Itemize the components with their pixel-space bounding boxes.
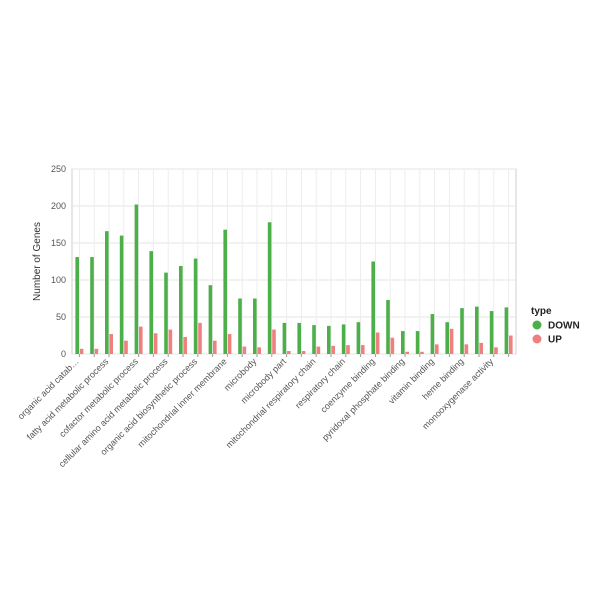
bar-up-20 — [375, 332, 380, 354]
bar-down-0 — [75, 257, 79, 354]
bar-up-11 — [242, 346, 247, 354]
legend-key-up — [532, 334, 542, 344]
bar-up-16 — [316, 346, 321, 354]
bar-up-6 — [168, 329, 173, 354]
bar-down-27 — [475, 306, 479, 354]
bar-up-19 — [361, 345, 365, 354]
bar-down-17 — [327, 325, 331, 354]
bar-down-4 — [134, 204, 139, 354]
bar-up-7 — [183, 336, 187, 354]
bar-down-29 — [504, 307, 509, 354]
bar-up-28 — [494, 347, 498, 354]
bar-up-3 — [124, 340, 128, 354]
bar-down-9 — [208, 285, 213, 354]
x-tick-label: cellular amino acid metabolic process — [57, 356, 170, 469]
bar-up-10 — [227, 334, 232, 354]
bar-up-25 — [449, 328, 454, 354]
bar-down-3 — [119, 235, 124, 354]
bar-down-28 — [489, 311, 494, 354]
bar-down-25 — [445, 322, 449, 354]
y-axis-title: Number of Genes — [32, 222, 43, 301]
bar-down-8 — [193, 258, 198, 354]
bar-up-17 — [331, 345, 335, 354]
bar-down-6 — [164, 272, 168, 354]
bar-down-24 — [430, 314, 435, 354]
bar-up-26 — [464, 344, 469, 354]
y-tick-label: 200 — [51, 201, 66, 211]
bar-down-21 — [386, 299, 390, 354]
bar-down-10 — [223, 229, 227, 354]
y-tick-label: 50 — [56, 312, 66, 322]
y-tick-label: 0 — [61, 349, 66, 359]
bar-up-5 — [153, 333, 158, 354]
bar-up-1 — [94, 348, 99, 354]
bar-up-14 — [287, 351, 291, 354]
bar-up-23 — [420, 351, 424, 354]
bar-down-13 — [267, 222, 272, 354]
bar-down-15 — [297, 322, 301, 354]
bar-down-20 — [371, 261, 375, 354]
bar-up-2 — [109, 334, 113, 354]
bar-up-22 — [405, 351, 409, 354]
y-tick-label: 250 — [51, 164, 66, 174]
bar-down-18 — [341, 324, 346, 354]
bar-up-4 — [139, 326, 143, 354]
bar-down-23 — [415, 331, 420, 354]
bar-up-24 — [435, 344, 439, 354]
plot-panel — [71, 168, 517, 355]
bar-down-26 — [460, 308, 464, 354]
bar-down-19 — [356, 322, 361, 354]
bar-down-2 — [105, 231, 109, 354]
legend-label-down: DOWN — [548, 321, 580, 332]
bar-up-27 — [479, 342, 483, 354]
bar-up-29 — [509, 335, 513, 354]
bar-up-15 — [301, 351, 306, 354]
legend-title: type — [531, 306, 552, 317]
bar-down-7 — [179, 265, 183, 354]
bar-up-9 — [213, 340, 217, 354]
x-tick-label: coenzyme binding — [318, 356, 376, 414]
bar-up-0 — [79, 348, 84, 354]
bar-up-8 — [198, 322, 202, 354]
bar-up-13 — [272, 329, 276, 354]
legend-label-up: UP — [548, 335, 562, 346]
bar-up-21 — [390, 337, 395, 354]
bar-down-5 — [149, 251, 153, 354]
bar-down-16 — [312, 325, 316, 354]
legend-key-down — [532, 320, 542, 330]
bar-up-18 — [346, 345, 350, 354]
y-tick-label: 100 — [51, 275, 66, 285]
bar-down-11 — [238, 298, 242, 354]
bar-down-1 — [90, 257, 94, 354]
bar-down-12 — [253, 298, 257, 354]
y-tick-label: 150 — [51, 238, 66, 248]
bar-down-14 — [282, 322, 287, 354]
bar-up-12 — [257, 347, 261, 354]
bar-down-22 — [401, 331, 405, 354]
